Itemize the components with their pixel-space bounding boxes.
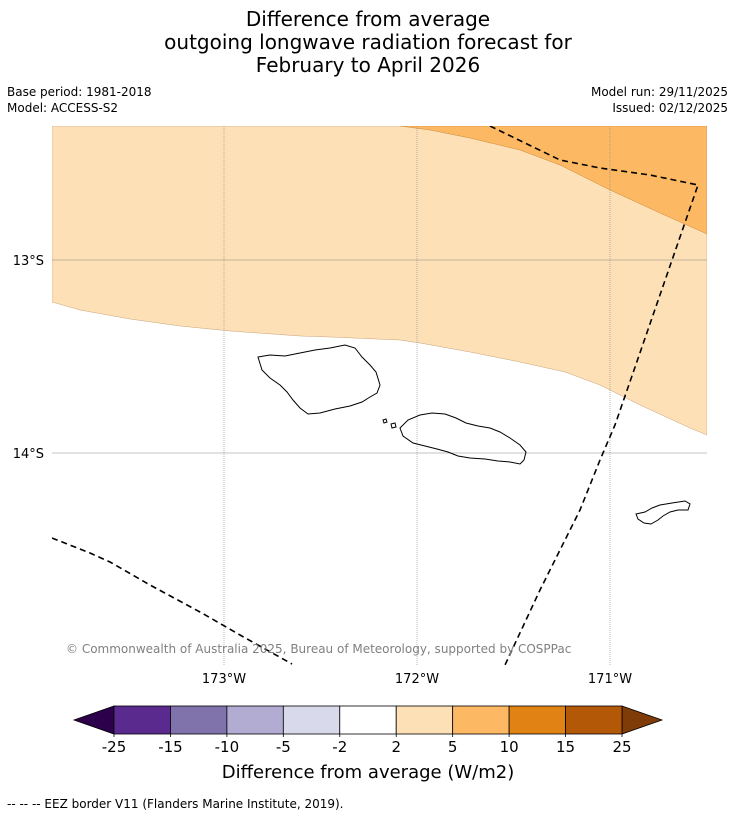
- lat-label-13s: 13°S: [13, 254, 44, 269]
- colorbar-tick-label-6: 5: [448, 738, 458, 756]
- colorbar-bin-8: [565, 705, 623, 735]
- coastlines: [257, 344, 691, 525]
- colorbar-tick-label-1: -15: [158, 738, 183, 756]
- eez-legend-note: -- -- -- EEZ border V11 (Flanders Marine…: [7, 797, 344, 811]
- colorbar-tick-label-5: 2: [391, 738, 401, 756]
- island-manono: [382, 418, 388, 424]
- anomaly-area-2-to-5: [52, 126, 707, 436]
- colorbar-tick-label-7: 10: [500, 738, 519, 756]
- island-tutuila: [635, 500, 691, 525]
- colorbar-extend-low: [72, 705, 115, 735]
- chart-title: Difference from average outgoing longwav…: [0, 8, 736, 77]
- island-upolu: [399, 412, 527, 465]
- colorbar-bin-5: [395, 705, 454, 735]
- colorbar-tick-label-9: 25: [612, 738, 631, 756]
- lon-label-173w: 173°W: [202, 672, 246, 687]
- lon-label-171w: 171°W: [588, 672, 632, 687]
- model-name: Model: ACCESS-S2: [7, 101, 119, 115]
- eez-border-southwest: [52, 537, 293, 665]
- meta-left: Base period: 1981-2018 Model: ACCESS-S2: [7, 84, 152, 116]
- eez-border: [52, 126, 700, 665]
- base-period: Base period: 1981-2018: [7, 85, 152, 99]
- colorbar-bin-2: [226, 705, 284, 735]
- colorbar-tick-label-3: -5: [276, 738, 291, 756]
- lat-label-14s: 14°S: [13, 447, 44, 462]
- colorbar-label: Difference from average (W/m2): [222, 762, 514, 783]
- colorbar-tick-label-4: -2: [332, 738, 347, 756]
- meta-right: Model run: 29/11/2025 Issued: 02/12/2025: [591, 84, 728, 116]
- model-run: Model run: 29/11/2025: [590, 85, 728, 99]
- issued-date: Issued: 02/12/2025: [612, 101, 728, 115]
- colorbar-bin-3: [282, 705, 341, 735]
- colorbar-tick-label-2: -10: [215, 738, 240, 756]
- colorbar: -25 -15 -10 -5 -2 2 5 10 15 25: [72, 705, 664, 756]
- colorbar-bin-1: [170, 705, 228, 735]
- island-savaii: [257, 344, 381, 415]
- colorbar-extend-high: [621, 705, 664, 735]
- copyright-notice: © Commonwealth of Australia 2025, Bureau…: [66, 642, 571, 656]
- map-panel: © Commonwealth of Australia 2025, Bureau…: [52, 126, 707, 665]
- colorbar-tick-label-8: 15: [556, 738, 575, 756]
- title-line-2: outgoing longwave radiation forecast for: [164, 30, 572, 54]
- anomaly-area-5-to-10: [399, 126, 707, 235]
- island-apolima: [390, 422, 397, 429]
- colorbar-bin-4: [339, 705, 397, 735]
- colorbar-bin-6: [452, 705, 510, 735]
- eez-border-east: [489, 126, 700, 665]
- lon-label-172w: 172°W: [395, 672, 439, 687]
- title-line-1: Difference from average: [245, 7, 491, 31]
- colorbar-bin-7: [508, 705, 566, 735]
- title-line-3: February to April 2026: [255, 53, 481, 77]
- colorbar-bin-0: [113, 705, 171, 735]
- gridlines: [52, 126, 707, 665]
- axis-labels: 13°S 14°S 173°W 172°W 171°W: [13, 254, 633, 687]
- colorbar-tick-label-0: -25: [102, 738, 127, 756]
